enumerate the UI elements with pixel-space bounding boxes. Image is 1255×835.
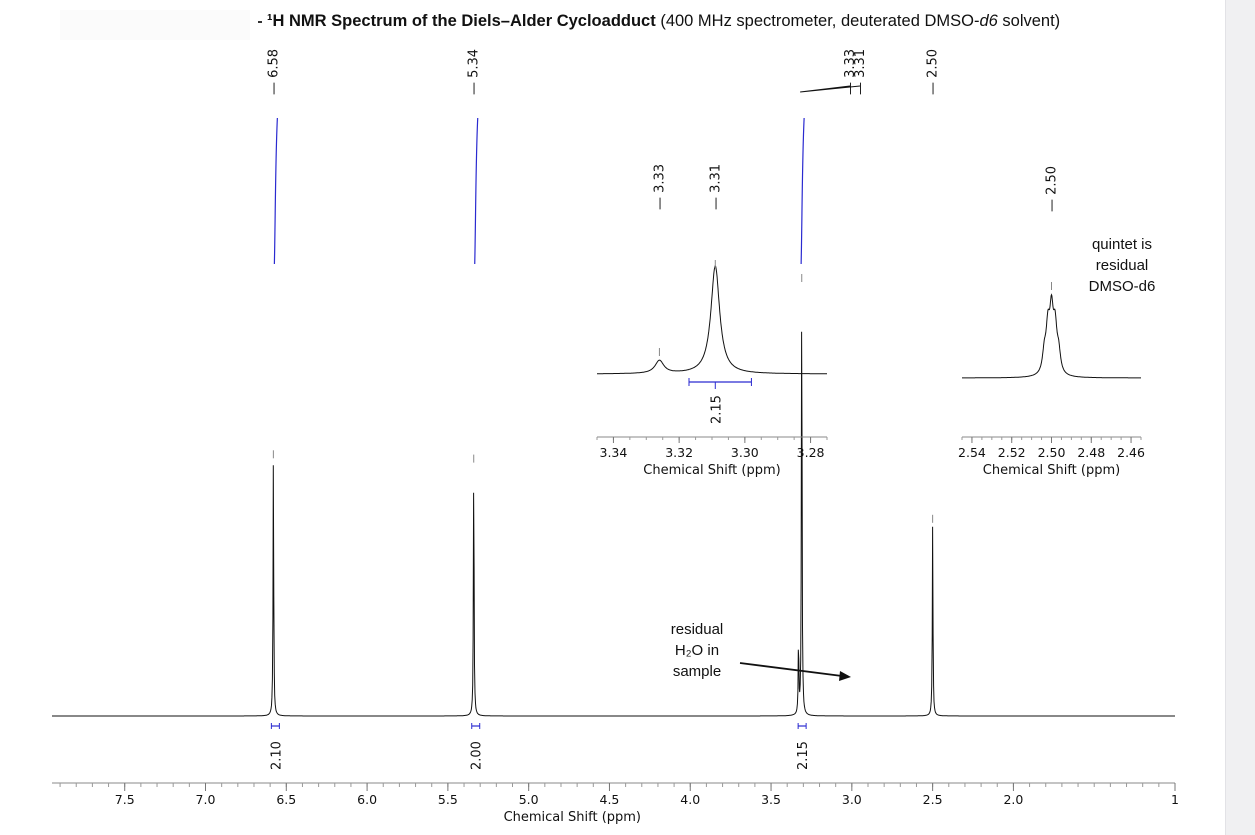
peak-label: — 2.50 xyxy=(926,49,941,95)
inset-peak-label: — 2.50 xyxy=(1045,166,1060,212)
x-tick-label: 3.5 xyxy=(761,792,781,807)
title-marker xyxy=(258,20,262,23)
x-tick-label: 5.0 xyxy=(519,792,539,807)
header-smudge xyxy=(60,10,250,40)
integral-value: 2.10 xyxy=(269,741,284,770)
integral-curve xyxy=(800,117,805,265)
inset-tick-label: 3.32 xyxy=(665,445,693,460)
title-main: ¹H NMR Spectrum of the Diels–Alder Cyclo… xyxy=(267,12,656,30)
inset-axis-label: Chemical Shift (ppm) xyxy=(983,463,1120,478)
inset-tick-label: 3.34 xyxy=(600,445,628,460)
integral-value: 2.15 xyxy=(796,741,811,770)
inset-tick-label: 3.28 xyxy=(797,445,825,460)
x-axis-label: Chemical Shift (ppm) xyxy=(504,810,641,825)
peak-label-bracket xyxy=(800,85,861,93)
nmr-chart: — 6.58— 5.34— 3.33— 3.31— 2.502.10 2.00 2.… xyxy=(52,10,1179,825)
inset-tick-label: 2.54 xyxy=(958,445,986,460)
peak-label: — 6.58 xyxy=(266,49,281,95)
annotation-arrowhead xyxy=(839,671,851,681)
x-tick-label: 6.5 xyxy=(276,792,296,807)
title-suffix: (400 MHz spectrometer, deuterated DMSO- xyxy=(660,12,980,30)
title-italic: d6 xyxy=(979,12,998,30)
annotation-arrow xyxy=(739,662,843,677)
inset-peak-label: — 3.33 xyxy=(652,164,667,210)
x-tick-label: 7.0 xyxy=(196,792,216,807)
inset-integral-value: 2.15 xyxy=(709,395,724,424)
spectrum-line xyxy=(52,331,1175,717)
inset-tick-label: 2.46 xyxy=(1117,445,1145,460)
inset-dmso-spectrum xyxy=(962,293,1141,379)
scrollbar-thumb[interactable] xyxy=(1236,8,1246,128)
x-tick-label: 2.5 xyxy=(923,792,943,807)
title-end: solvent) xyxy=(997,12,1061,30)
inset-note-text: quintet is xyxy=(1092,236,1152,253)
peak-label: — 3.31 xyxy=(853,49,868,95)
inset-tick-label: 2.52 xyxy=(998,445,1026,460)
x-tick-label: 4.0 xyxy=(680,792,700,807)
peak-label: — 3.33 xyxy=(843,49,858,95)
inset-peak-label: — 3.31 xyxy=(708,164,723,210)
inset-tick-label: 3.30 xyxy=(731,445,759,460)
integral-value: 2.00 xyxy=(470,741,485,770)
annotation-text: residual xyxy=(671,621,724,638)
inset-tick-label: 2.50 xyxy=(1038,445,1066,460)
inset-axis-label: Chemical Shift (ppm) xyxy=(643,463,780,478)
x-tick-label: 4.5 xyxy=(600,792,620,807)
annotation-text: H₂O in xyxy=(675,642,719,659)
x-tick-label: 2.0 xyxy=(1003,792,1023,807)
inset-note-text: DMSO-d6 xyxy=(1089,278,1156,295)
chart-title: ¹H NMR Spectrum of the Diels–Alder Cyclo… xyxy=(258,12,1138,38)
x-tick-label: 7.5 xyxy=(115,792,135,807)
x-tick-label: 1 xyxy=(1171,792,1179,807)
x-tick-label: 3.0 xyxy=(842,792,862,807)
annotation-text: sample xyxy=(673,663,721,680)
inset-water-spectrum xyxy=(597,264,827,375)
x-tick-label: 5.5 xyxy=(438,792,458,807)
integral-curve xyxy=(273,117,278,265)
peak-label: — 5.34 xyxy=(467,49,482,95)
inset-tick-label: 2.48 xyxy=(1077,445,1105,460)
x-tick-label: 6.0 xyxy=(357,792,377,807)
inset-note-text: residual xyxy=(1096,257,1149,274)
scrollbar[interactable] xyxy=(1225,0,1255,835)
integral-curve xyxy=(474,117,479,265)
